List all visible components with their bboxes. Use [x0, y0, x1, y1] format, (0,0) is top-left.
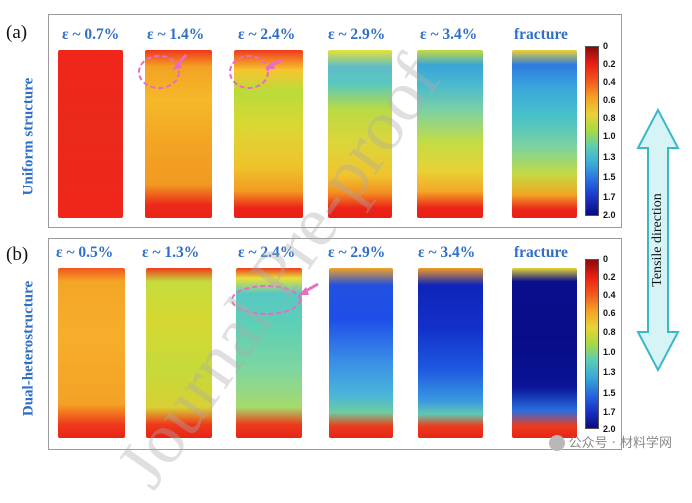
panel-a-col-5: ε ~ 3.4%: [420, 26, 478, 43]
cbar-a-tick-7: 1.5: [603, 172, 616, 182]
panel-b-col-6: fracture: [514, 244, 568, 261]
cbar-a-tick-5: 1.0: [603, 131, 616, 141]
pink-arrowhead-a3: [265, 61, 275, 69]
strain-map-b1: [58, 268, 125, 438]
cbar-a-tick-1: 0.2: [603, 59, 616, 69]
pink-arrowhead-b3: [299, 287, 309, 295]
double-arrow-shape: [636, 108, 680, 372]
source-credit-text: 公众号 · 材料学网: [568, 435, 672, 451]
panel-a-tag: (a): [6, 22, 28, 43]
cbar-a-tick-3: 0.6: [603, 95, 616, 105]
strain-map-a4: [328, 50, 392, 218]
cbar-a-tick-4: 0.8: [603, 113, 616, 123]
highlight-ellipse-a2: [138, 55, 180, 89]
strain-map-a5: [417, 50, 483, 218]
cbar-b-tick-2: 0.4: [603, 290, 616, 300]
strain-map-b6: [512, 268, 577, 438]
cbar-b-tick-9: 2.0: [603, 424, 616, 434]
highlight-ellipse-a3: [229, 55, 269, 89]
cbar-a-tick-0: 0: [603, 41, 609, 51]
cbar-a-tick-9: 2.0: [603, 210, 616, 220]
panel-b-col-2: ε ~ 1.3%: [142, 244, 200, 261]
strain-map-b3: [236, 268, 302, 438]
highlight-ellipse-b3: [231, 285, 301, 315]
panel-a-col-1: ε ~ 0.7%: [62, 26, 120, 43]
panel-a-col-3: ε ~ 2.4%: [238, 26, 296, 43]
panel-a-col-6: fracture: [514, 26, 568, 43]
tensile-direction-arrow: [636, 108, 680, 372]
cbar-b-tick-1: 0.2: [603, 272, 616, 282]
colorbar-a: [585, 46, 599, 216]
panel-b-col-4: ε ~ 2.9%: [328, 244, 386, 261]
panel-b-col-5: ε ~ 3.4%: [418, 244, 476, 261]
panel-b-col-3: ε ~ 2.4%: [238, 244, 296, 261]
cbar-b-tick-3: 0.6: [603, 308, 616, 318]
wechat-icon: [548, 435, 565, 451]
cbar-b-tick-8: 1.7: [603, 407, 616, 417]
pink-arrowhead-a2: [172, 61, 182, 70]
strain-map-b2: [146, 268, 212, 438]
annotation-overlay: [138, 53, 319, 315]
cbar-a-tick-8: 1.7: [603, 192, 616, 202]
strain-map-a1: [58, 50, 123, 218]
tensile-direction-label: Tensile direction: [650, 193, 665, 287]
strain-map-a6: [512, 50, 577, 218]
cbar-b-tick-4: 0.8: [603, 327, 616, 337]
source-credit: 公众号 · 材料学网: [548, 432, 672, 451]
cbar-b-tick-6: 1.3: [603, 367, 616, 377]
strain-map-b4: [329, 268, 393, 438]
cbar-a-tick-6: 1.3: [603, 152, 616, 162]
panel-b-col-1: ε ~ 0.5%: [56, 244, 114, 261]
panel-a-col-2: ε ~ 1.4%: [147, 26, 205, 43]
panel-a-col-4: ε ~ 2.9%: [328, 26, 386, 43]
strain-map-a2: [145, 50, 212, 218]
cbar-b-tick-5: 1.0: [603, 347, 616, 357]
cbar-b-tick-7: 1.5: [603, 388, 616, 398]
cbar-a-tick-2: 0.4: [603, 77, 616, 87]
strain-map-b5: [418, 268, 483, 438]
colorbar-b: [585, 259, 599, 429]
cbar-b-tick-0: 0: [603, 254, 609, 264]
panel-b-tag: (b): [6, 244, 29, 265]
strain-map-a3: [234, 50, 303, 218]
